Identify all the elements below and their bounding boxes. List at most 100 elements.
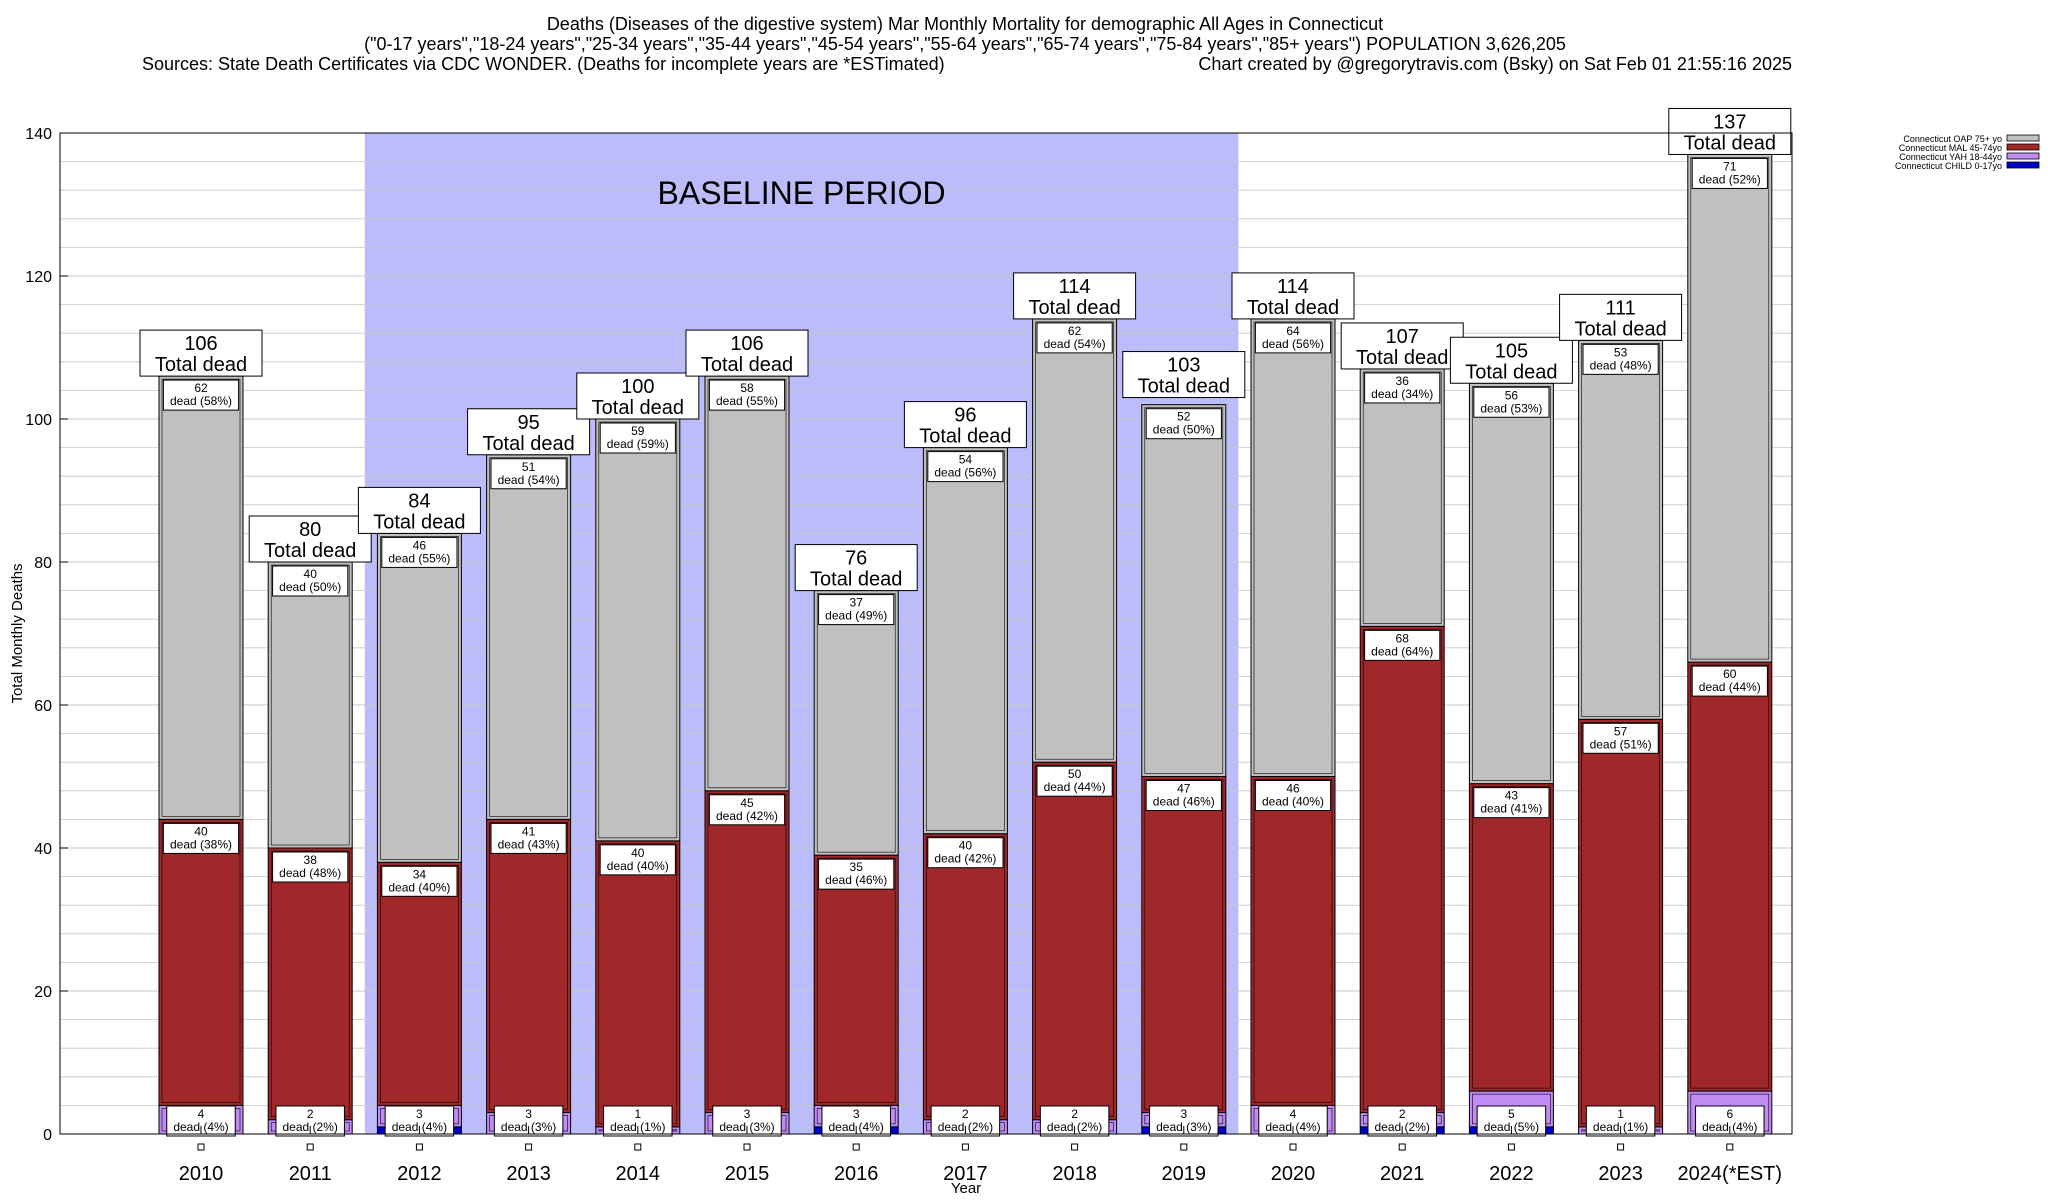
total-label-text: 107	[1386, 326, 1419, 348]
oap-label-box	[1364, 372, 1441, 404]
chart-sources-line: Sources: State Death Certificates via CD…	[142, 54, 945, 74]
oap-label-box	[927, 451, 1004, 483]
mal-label-text: dead (40%)	[1262, 795, 1324, 809]
total-label-text: Total dead	[1138, 376, 1230, 398]
total-label-text: Total dead	[919, 426, 1011, 448]
oap-label-text: 64	[1286, 324, 1300, 338]
legend-label: Connecticut CHILD 0-17yo	[1895, 161, 2002, 171]
legend-item: Connecticut YAH 18-44yo	[1899, 152, 2040, 162]
legend-label: Connecticut OAP 75+ yo	[1903, 134, 2002, 144]
bar-segment	[376, 532, 462, 863]
child-marker	[415, 1143, 423, 1151]
total-label-text: 106	[184, 333, 217, 355]
bar-segment	[486, 454, 572, 820]
mal-label-text: dead (51%)	[1590, 737, 1652, 751]
mal-label-text: 46	[1286, 782, 1300, 796]
x-tick-label: 2024(*EST)	[1678, 1163, 1783, 1185]
total-label-box	[1231, 272, 1355, 320]
oap-label-box	[1036, 322, 1113, 354]
legend-item: Connecticut OAP 75+ yo	[1903, 134, 2040, 144]
yah-label-text: 6	[1726, 1107, 1733, 1121]
bar-segment	[486, 818, 572, 1114]
child-marker	[306, 1143, 314, 1151]
mal-label-text: dead (46%)	[1153, 795, 1215, 809]
bar-segment-inner-border	[380, 864, 459, 1103]
total-label-text: Total dead	[1028, 297, 1120, 319]
mal-label-box	[927, 837, 1004, 869]
bar-segment-inner-border	[1472, 786, 1551, 1089]
mal-label-text: dead (40%)	[607, 859, 669, 873]
total-label-text: Total dead	[592, 397, 684, 419]
child-marker	[1289, 1143, 1297, 1151]
oap-label-text: 52	[1177, 410, 1191, 424]
chart-title: Deaths (Diseases of the digestive system…	[142, 14, 1792, 74]
oap-label-text: 40	[304, 567, 318, 581]
bar-segment	[158, 375, 244, 820]
legend-swatch	[2006, 134, 2040, 142]
mal-label-box	[1691, 665, 1768, 697]
total-label-text: 114	[1059, 276, 1091, 298]
oap-label-text: 51	[522, 460, 536, 474]
mal-label-box	[162, 822, 240, 854]
oap-label-box	[490, 458, 567, 490]
mal-label-text: dead (40%)	[388, 880, 450, 894]
bar-segment-inner-border	[598, 421, 678, 839]
total-label-text: 103	[1167, 355, 1200, 377]
oap-label-text: 62	[1068, 324, 1082, 338]
mal-label-text: 47	[1177, 782, 1191, 796]
total-label-box	[794, 544, 918, 592]
total-label-box	[1122, 351, 1246, 399]
yah-label-text: 2	[1071, 1107, 1078, 1121]
y-tick-label: 40	[34, 841, 52, 858]
bar-segment-inner-border	[1690, 157, 1770, 660]
mal-label-box	[818, 858, 895, 890]
oap-label-text: 37	[850, 596, 864, 610]
total-label-text: Total dead	[1574, 318, 1666, 340]
oap-label-box	[599, 422, 676, 454]
bar-segment	[813, 590, 899, 856]
x-tick-label: 2021	[1380, 1163, 1425, 1185]
oap-label-text: dead (56%)	[1262, 337, 1324, 351]
oap-label-text: dead (55%)	[388, 551, 450, 565]
bar-segment	[1468, 783, 1554, 1092]
oap-label-box	[1691, 157, 1768, 189]
total-label-text: Total dead	[1465, 361, 1557, 383]
child-marker	[852, 1143, 860, 1151]
oap-label-box	[162, 379, 240, 411]
total-label-box	[248, 515, 372, 563]
yah-label-text: 5	[1508, 1107, 1515, 1121]
mal-label-box	[1145, 780, 1222, 811]
y-tick-label: 140	[25, 126, 52, 143]
oap-label-text: 62	[194, 381, 208, 395]
mal-label-text: 34	[413, 867, 427, 881]
mal-label-text: dead (43%)	[498, 837, 560, 851]
total-label-text: 114	[1277, 276, 1309, 298]
bar-segment-inner-border	[1035, 321, 1114, 760]
oap-label-box	[1473, 386, 1550, 418]
x-axis-ticks: 2010 2011 2012 2013 2014 2015 2016 2017 2018 2019…	[179, 1126, 1782, 1185]
yah-label-text: 3	[744, 1107, 751, 1121]
total-label-box	[139, 329, 263, 377]
yah-label-text: 2	[307, 1107, 314, 1121]
total-label-text: Total dead	[810, 569, 902, 591]
legend-item: Connecticut MAL 45-74yo	[1899, 143, 2040, 153]
x-tick-label: 2020	[1271, 1163, 1316, 1185]
legend-swatch	[2006, 143, 2040, 151]
bar-segment-inner-border	[161, 822, 241, 1103]
